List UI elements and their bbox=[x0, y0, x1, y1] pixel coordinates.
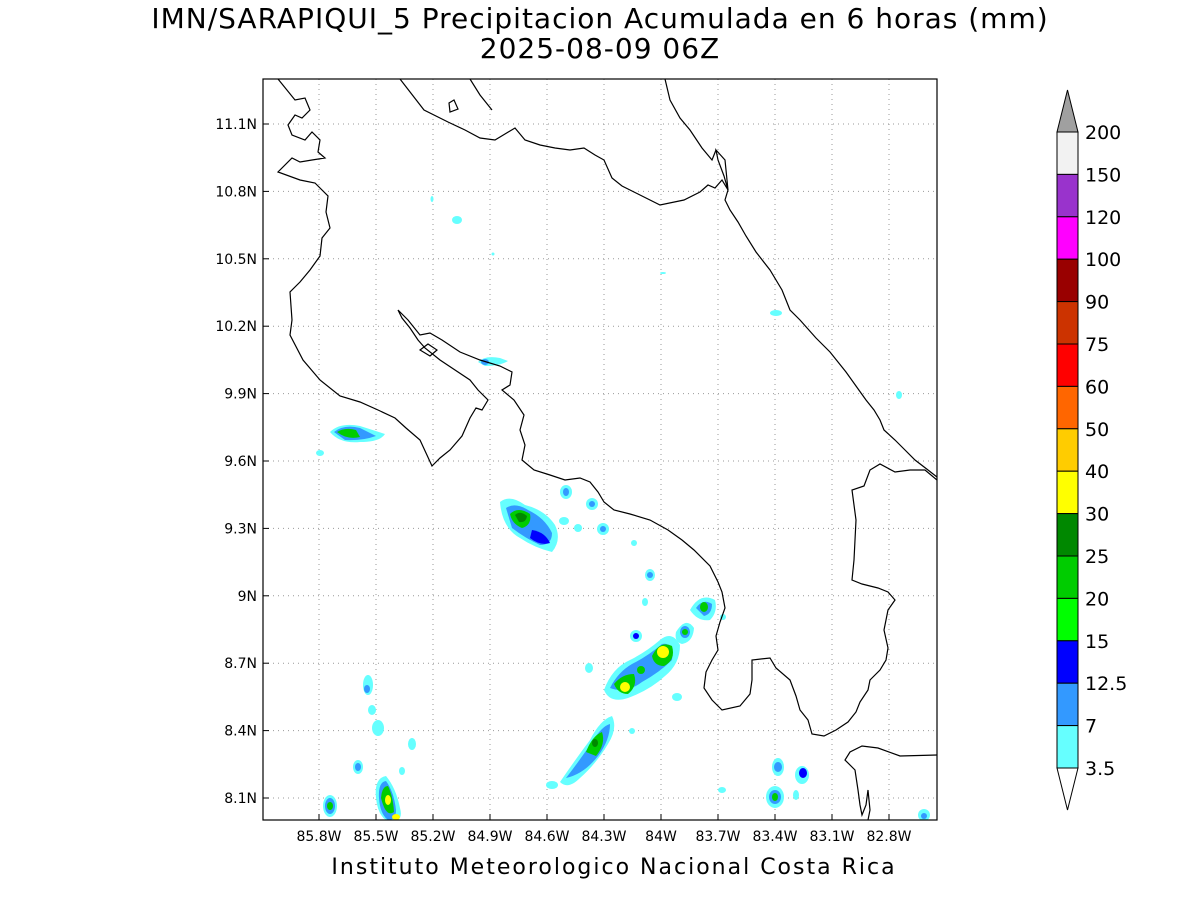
legend-label: 100 bbox=[1085, 249, 1121, 271]
grid-lines bbox=[263, 79, 937, 820]
legend-swatch bbox=[1056, 470, 1079, 515]
map-frame bbox=[262, 78, 938, 821]
legend-swatch bbox=[1056, 428, 1079, 472]
legend-swatch bbox=[1056, 597, 1079, 642]
legend-label: 20 bbox=[1085, 588, 1109, 610]
lat-tick-label: 9.3N bbox=[224, 521, 257, 537]
legend-swatch bbox=[1056, 301, 1079, 345]
footer-credit: Instituto Meteorologico Nacional Costa R… bbox=[331, 855, 897, 880]
lat-tick-label: 10.8N bbox=[215, 184, 257, 200]
lon-tick-label: 84.6W bbox=[524, 829, 569, 845]
lon-tick-label: 84W bbox=[645, 829, 677, 845]
lon-tick-label: 85.5W bbox=[353, 829, 398, 845]
legend-label: 15 bbox=[1085, 631, 1109, 653]
legend-swatch bbox=[1056, 640, 1079, 684]
legend-label: 60 bbox=[1085, 376, 1109, 398]
lon-tick-label: 85.2W bbox=[410, 829, 455, 845]
legend-swatch bbox=[1056, 343, 1079, 387]
legend-swatch bbox=[1056, 555, 1079, 599]
legend-swatch bbox=[1056, 682, 1079, 727]
legend-swatch bbox=[1056, 513, 1079, 557]
coastline bbox=[276, 79, 937, 820]
lat-tick-label: 8.1N bbox=[224, 791, 257, 807]
legend-swatch bbox=[1056, 258, 1079, 303]
legend-swatch bbox=[1056, 385, 1079, 430]
lat-tick-label: 11.1N bbox=[215, 117, 257, 133]
legend-label: 75 bbox=[1085, 334, 1109, 356]
chart-subtitle: 2025-08-09 06Z bbox=[479, 32, 721, 65]
legend-swatch bbox=[1056, 216, 1079, 260]
legend-label: 40 bbox=[1085, 461, 1109, 483]
precipitation-areas bbox=[316, 196, 930, 820]
legend-swatch bbox=[1056, 131, 1079, 175]
legend-label: 25 bbox=[1085, 546, 1109, 568]
legend-label: 50 bbox=[1085, 419, 1109, 441]
lon-tick-label: 84.3W bbox=[581, 829, 626, 845]
lat-tick-label: 8.4N bbox=[224, 724, 257, 740]
legend-label: 90 bbox=[1085, 292, 1109, 314]
lat-tick-label: 10.5N bbox=[215, 252, 257, 268]
lat-tick-label: 9N bbox=[238, 589, 257, 605]
legend-label: 3.5 bbox=[1085, 758, 1115, 780]
chart-title: IMN/SARAPIQUI_5 Precipitacion Acumulada … bbox=[151, 2, 1049, 35]
lat-tick-label: 9.9N bbox=[224, 387, 257, 403]
legend-label: 120 bbox=[1085, 207, 1121, 229]
lon-tick-label: 83.4W bbox=[752, 829, 797, 845]
lon-tick-label: 85.8W bbox=[296, 829, 341, 845]
lon-tick-label: 83.7W bbox=[695, 829, 740, 845]
lon-tick-label: 84.9W bbox=[467, 829, 512, 845]
lon-tick-label: 83.1W bbox=[809, 829, 854, 845]
lat-tick-label: 10.2N bbox=[215, 319, 257, 335]
legend-label: 12.5 bbox=[1085, 673, 1127, 695]
lat-tick-label: 8.7N bbox=[224, 656, 257, 672]
lon-tick-label: 82.8W bbox=[866, 829, 911, 845]
legend-label: 7 bbox=[1085, 716, 1097, 738]
color-legend: 3.5 7 12.5 15 20 25 30 40 50 60 75 90 100 120 150 200 bbox=[1056, 89, 1127, 811]
legend-label: 200 bbox=[1085, 122, 1121, 144]
longitude-axis: 85.8W 85.5W 85.2W 84.9W 84.6W 84.3W 84W 83.7W 83… bbox=[296, 814, 912, 845]
legend-swatch bbox=[1056, 725, 1079, 769]
legend-label: 150 bbox=[1085, 164, 1121, 186]
legend-under-arrow bbox=[1056, 767, 1079, 811]
legend-label: 30 bbox=[1085, 504, 1109, 526]
legend-over-arrow bbox=[1056, 89, 1079, 133]
lat-tick-label: 9.6N bbox=[224, 454, 257, 470]
legend-swatch bbox=[1056, 173, 1079, 218]
latitude-axis: 11.1N 10.8N 10.5N 10.2N 9.9N 9.6N 9.3N 9N 8.7N 8.… bbox=[215, 117, 269, 807]
